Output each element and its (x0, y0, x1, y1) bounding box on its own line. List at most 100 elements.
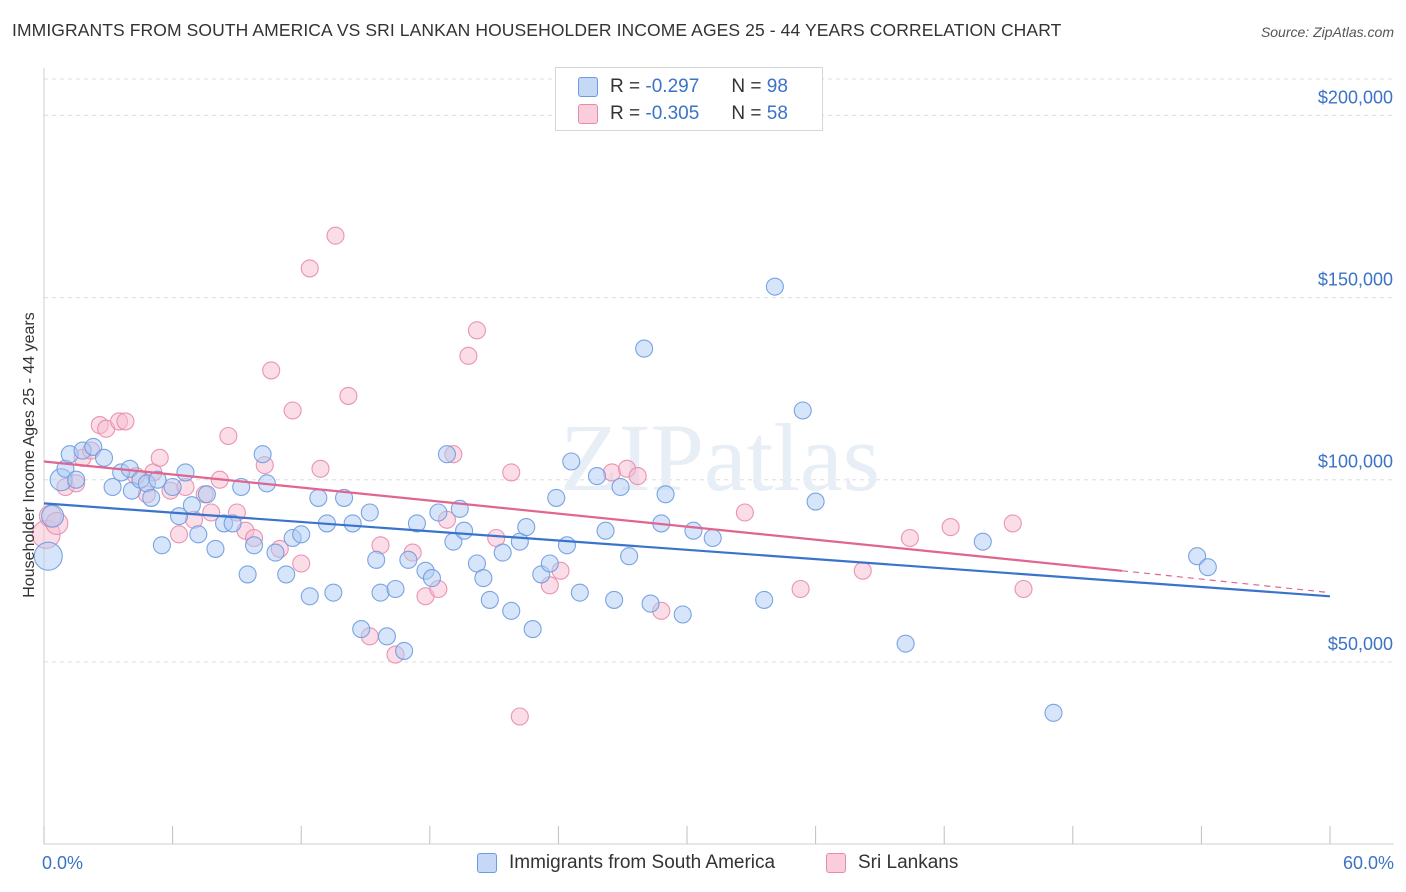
south-america-trend-line (43, 502, 1331, 598)
south-america-point (793, 401, 812, 420)
south-america-point (896, 634, 915, 653)
y-tick-label: $150,000 (1318, 270, 1393, 290)
south-america-point (455, 521, 474, 540)
south-america-point (587, 467, 607, 486)
south-america-point (806, 492, 825, 511)
south-america-point (611, 477, 630, 497)
south-america-point (300, 587, 319, 606)
south-america-point (367, 550, 386, 569)
sri-lankans-point (900, 528, 919, 548)
south-america-point (547, 488, 566, 507)
sri-lankans-point (262, 361, 281, 380)
bottom-legend-blue: Immigrants from South America (477, 852, 775, 874)
south-america-point (182, 496, 201, 515)
south-america-point (206, 539, 225, 558)
south-america-point (395, 641, 414, 660)
south-america-point (523, 620, 542, 639)
south-america-point (244, 536, 264, 555)
sri-lankans-point (219, 426, 238, 446)
south-america-points (33, 277, 1217, 722)
legend-blue-n-value: 98 (766, 76, 788, 97)
south-america-point (67, 470, 86, 489)
y-tick-labels: $50,000 $100,000 $150,000 $200,000 (1318, 87, 1393, 653)
south-america-point (517, 518, 536, 537)
south-america-point (1198, 558, 1217, 577)
south-america-point (324, 583, 343, 602)
south-america-point (437, 445, 456, 464)
sri-lankans-point (510, 707, 529, 726)
watermark: ZIPatlas (560, 404, 880, 511)
south-america-point (557, 536, 577, 555)
axes (43, 68, 1394, 845)
south-america-point (399, 550, 418, 569)
sri-lankans-point (311, 459, 330, 478)
south-america-point (562, 452, 581, 471)
south-america-point (570, 583, 589, 602)
south-america-point (148, 470, 167, 489)
correlation-legend: R = -0.297 N = 98 R = -0.305 N = 58 (555, 67, 823, 131)
legend-swatch-pink (578, 104, 598, 124)
legend-blue-r-label: R = (610, 76, 641, 97)
x-tick-label-min: 0.0% (42, 853, 84, 873)
south-america-point (33, 541, 63, 571)
sri-lankans-point (150, 448, 169, 467)
south-america-point (386, 579, 405, 599)
sri-lankans-point (283, 401, 302, 420)
south-america-point (502, 601, 521, 620)
south-america-point (635, 339, 654, 358)
y-tick-label: $200,000 (1318, 87, 1393, 107)
sri-lankans-point (1003, 514, 1022, 533)
sri-lankans-point (735, 503, 754, 522)
south-america-point (493, 543, 512, 562)
south-america-point (673, 605, 692, 624)
y-tick-label: $50,000 (1328, 634, 1393, 654)
sri-lankans-point (502, 463, 521, 482)
y-tick-label: $100,000 (1318, 452, 1393, 472)
south-america-point (474, 569, 493, 588)
south-america-point (41, 504, 65, 528)
sri-lankans-point (791, 579, 810, 599)
south-america-point (703, 528, 722, 548)
south-america-point (1188, 547, 1207, 566)
x-tick-label-max: 60.0% (1342, 853, 1394, 873)
south-america-point (1044, 703, 1063, 722)
south-america-point (253, 445, 272, 464)
source-credit: Source: ZipAtlas.com (1260, 24, 1394, 40)
sri-lankans-trend-line (43, 460, 1123, 572)
south-america-point (142, 488, 161, 507)
south-america-point (620, 547, 639, 566)
legend-blue-n-label: N = (731, 76, 762, 97)
south-america-point (641, 594, 660, 613)
south-america-point (292, 525, 311, 544)
legend-pink-r-value: -0.305 (645, 103, 700, 124)
bottom-legend-pink: Sri Lankans (826, 852, 958, 874)
south-america-point (176, 463, 195, 482)
south-america-point (309, 488, 328, 507)
sri-lankans-point (628, 467, 647, 486)
legend-pink-n-label: N = (731, 103, 762, 124)
south-america-point (540, 554, 559, 573)
south-america-point (429, 503, 448, 522)
south-america-point (197, 485, 216, 504)
south-america-point (277, 565, 296, 584)
legend-pink-r-label: R = (610, 103, 641, 124)
sri-lankans-point (467, 321, 487, 340)
sri-lankans-point (300, 259, 319, 278)
sri-lankans-trend-extension (1122, 570, 1331, 594)
south-america-point (755, 590, 774, 609)
south-america-point (480, 590, 499, 609)
trend-lines (43, 460, 1331, 598)
south-america-point (765, 277, 784, 296)
south-america-point (407, 514, 426, 533)
y-axis-label: Householder Income Ages 25 - 44 years (21, 312, 38, 598)
bottom-legend-blue-label: Immigrants from South America (509, 852, 776, 873)
south-america-point (377, 627, 396, 646)
south-america-point (605, 590, 624, 609)
south-america-point (266, 543, 285, 562)
south-america-point (163, 477, 182, 497)
south-america-point (335, 488, 354, 507)
sri-lankans-point (339, 386, 358, 405)
sri-lankans-point (941, 518, 960, 537)
south-america-point (189, 525, 208, 544)
